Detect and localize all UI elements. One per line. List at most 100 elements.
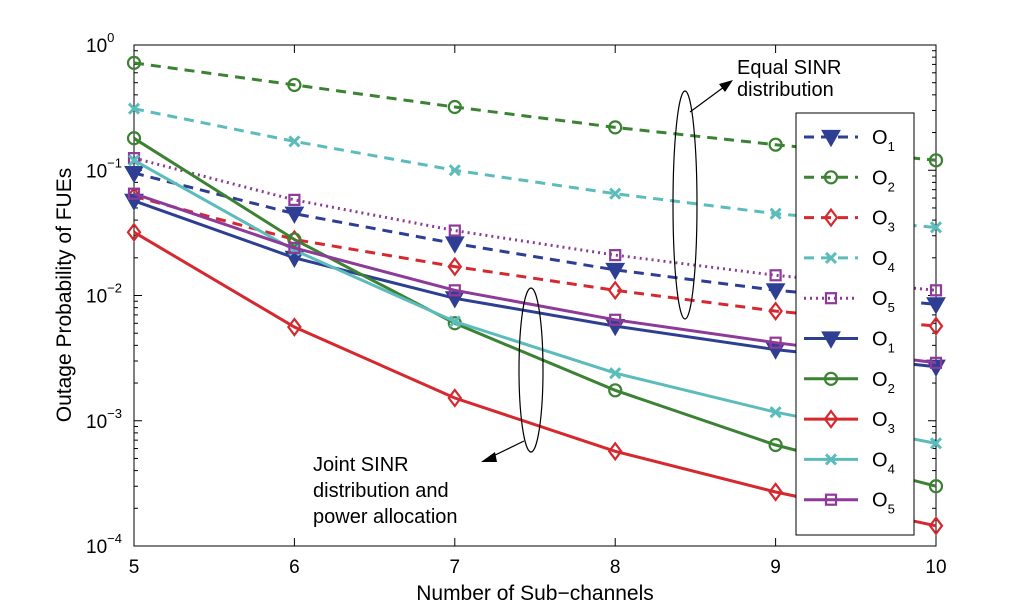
data-point: [929, 221, 943, 234]
equal-sinr-arrow: [689, 83, 729, 113]
equal-sinr-ellipse: [672, 90, 698, 320]
series-equal-o1: [124, 165, 946, 315]
series-line: [133, 107, 937, 229]
data-point: [447, 99, 462, 115]
data-point: [607, 280, 623, 301]
y-tick-label: 10−2: [86, 281, 122, 308]
legend-label: O1: [872, 127, 895, 154]
legend-label: O1: [872, 329, 895, 356]
data-point: [769, 269, 782, 282]
x-tick-label: 9: [770, 557, 781, 578]
legend-label: O2: [872, 167, 895, 194]
data-point: [127, 154, 141, 167]
data-point: [609, 249, 622, 262]
x-tick-label: 5: [129, 557, 140, 578]
data-point: [768, 137, 783, 152]
legend-item: O5: [804, 288, 895, 315]
data-point: [929, 356, 943, 369]
data-point: [765, 283, 786, 301]
legend-item: O2: [804, 167, 895, 194]
legend-item: O4: [804, 248, 895, 275]
legend-label: O3: [872, 208, 895, 235]
x-axis-label: Number of Sub−channels: [416, 582, 654, 605]
y-tick-label: 10−4: [86, 531, 122, 558]
legend-marker: [824, 292, 838, 305]
data-point: [768, 482, 783, 502]
data-point: [447, 256, 463, 277]
legend-item: O2: [804, 369, 895, 396]
legend-marker: [823, 371, 839, 386]
legend-marker: [824, 251, 838, 264]
legend-box: [795, 112, 915, 536]
joint-sinr-label: power allocation: [313, 506, 458, 528]
data-point: [288, 193, 301, 206]
series-equal-o2: [126, 55, 944, 168]
data-point: [448, 164, 461, 177]
legend-marker: [823, 170, 839, 185]
y-tick-label: 10−1: [86, 155, 122, 182]
legend-marker: [823, 409, 839, 429]
x-tick-label: 8: [610, 557, 621, 578]
joint-sinr-arrowhead: [481, 452, 497, 462]
data-point: [287, 232, 302, 247]
legend-label: O4: [872, 449, 895, 476]
legend-label: O5: [872, 288, 895, 315]
legend-marker: [821, 331, 841, 349]
legend-label: O5: [872, 490, 895, 517]
legend-marker: [824, 453, 838, 466]
data-point: [284, 206, 305, 224]
x-tick-label: 10: [925, 557, 946, 578]
data-point: [448, 315, 461, 328]
joint-sinr-ellipse: [518, 287, 544, 453]
equal-sinr-label: distribution: [737, 79, 834, 101]
legend-marker: [824, 493, 838, 506]
data-point: [609, 187, 622, 200]
legend-item: O5: [804, 490, 895, 517]
data-point: [768, 301, 783, 321]
data-point: [608, 383, 623, 398]
data-point: [928, 316, 944, 336]
data-point: [608, 120, 623, 135]
x-tick-label: 7: [450, 557, 461, 578]
joint-sinr-label: Joint SINR: [313, 454, 409, 476]
legend-item: O1: [804, 127, 895, 154]
data-point: [127, 187, 141, 200]
data-point: [609, 313, 622, 326]
data-point: [929, 437, 943, 450]
data-point: [768, 437, 783, 453]
legend-label: O3: [872, 409, 895, 436]
data-point: [448, 284, 461, 297]
series-line: [133, 194, 937, 328]
data-point: [287, 77, 302, 93]
y-tick-label: 10−3: [86, 406, 122, 433]
legend-item: O3: [804, 409, 895, 436]
data-point: [124, 165, 144, 184]
data-point: [448, 224, 461, 237]
data-point: [928, 153, 944, 168]
x-tick-label: 6: [289, 557, 300, 578]
data-point: [609, 367, 622, 380]
data-point: [444, 236, 465, 254]
y-tick-label: 100: [86, 30, 114, 57]
data-point: [288, 135, 301, 148]
series-equal-o4: [127, 102, 943, 234]
data-point: [769, 207, 782, 220]
data-point: [126, 222, 142, 243]
data-point: [288, 241, 301, 254]
data-point: [126, 131, 142, 146]
joint-sinr-label: distribution and: [313, 480, 449, 502]
legend-item: O4: [804, 449, 895, 476]
data-point: [928, 479, 944, 494]
legend-label: O4: [872, 248, 895, 275]
data-point: [926, 297, 946, 315]
data-point: [928, 515, 944, 536]
data-point: [127, 152, 141, 165]
legend-marker: [823, 207, 839, 228]
data-point: [769, 336, 782, 349]
legend-marker: [821, 129, 841, 148]
data-point: [929, 284, 943, 297]
y-axis-label: Outage Probability of FUEs: [53, 168, 76, 422]
data-point: [287, 317, 302, 337]
data-point: [605, 262, 626, 281]
